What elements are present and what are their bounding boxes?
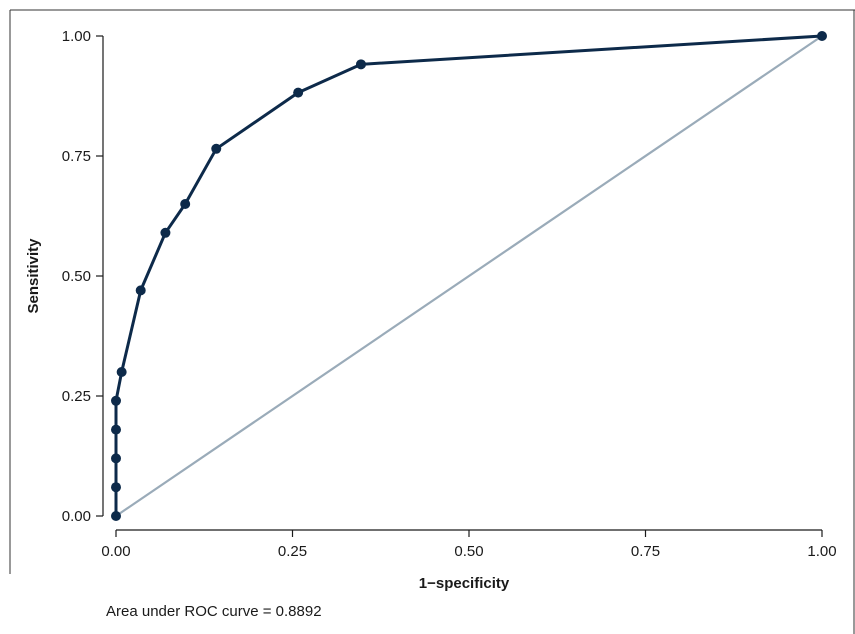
roc-point (355, 59, 366, 70)
roc-point (111, 482, 121, 493)
x-tick-label: 0.25 (278, 543, 307, 560)
x-tick-label: 0.00 (101, 543, 130, 560)
roc-point (111, 453, 121, 464)
roc-point (111, 424, 121, 435)
roc-point (135, 285, 146, 296)
x-tick-label: 0.50 (454, 543, 483, 560)
roc-point (111, 395, 121, 406)
roc-point (817, 31, 827, 41)
y-tick-label: 0.50 (62, 268, 91, 285)
y-tick-label: 0.75 (62, 148, 91, 165)
roc-point (160, 227, 171, 238)
y-tick-label: 0.00 (62, 508, 91, 525)
x-axis-title: 1−specificity (419, 575, 510, 592)
roc-point (211, 143, 222, 154)
x-tick-label: 1.00 (807, 543, 836, 560)
roc-point (180, 199, 191, 209)
y-tick-label: 0.25 (62, 388, 91, 405)
x-tick-label: 0.75 (631, 543, 660, 560)
y-axis-title: Sensitivity (25, 238, 42, 314)
y-tick-label: 1.00 (62, 28, 91, 45)
roc-point (116, 367, 127, 377)
reference-diagonal-line (114, 34, 824, 518)
auc-annotation: Area under ROC curve = 0.8892 (106, 603, 322, 620)
roc-point (293, 87, 304, 98)
roc-point (111, 511, 121, 521)
series-layer (111, 31, 827, 521)
x-ticks: 0.00 0.25 0.50 0.75 1.00 (101, 530, 837, 560)
y-ticks: 0.00 0.25 0.50 0.75 1.00 (62, 28, 103, 525)
